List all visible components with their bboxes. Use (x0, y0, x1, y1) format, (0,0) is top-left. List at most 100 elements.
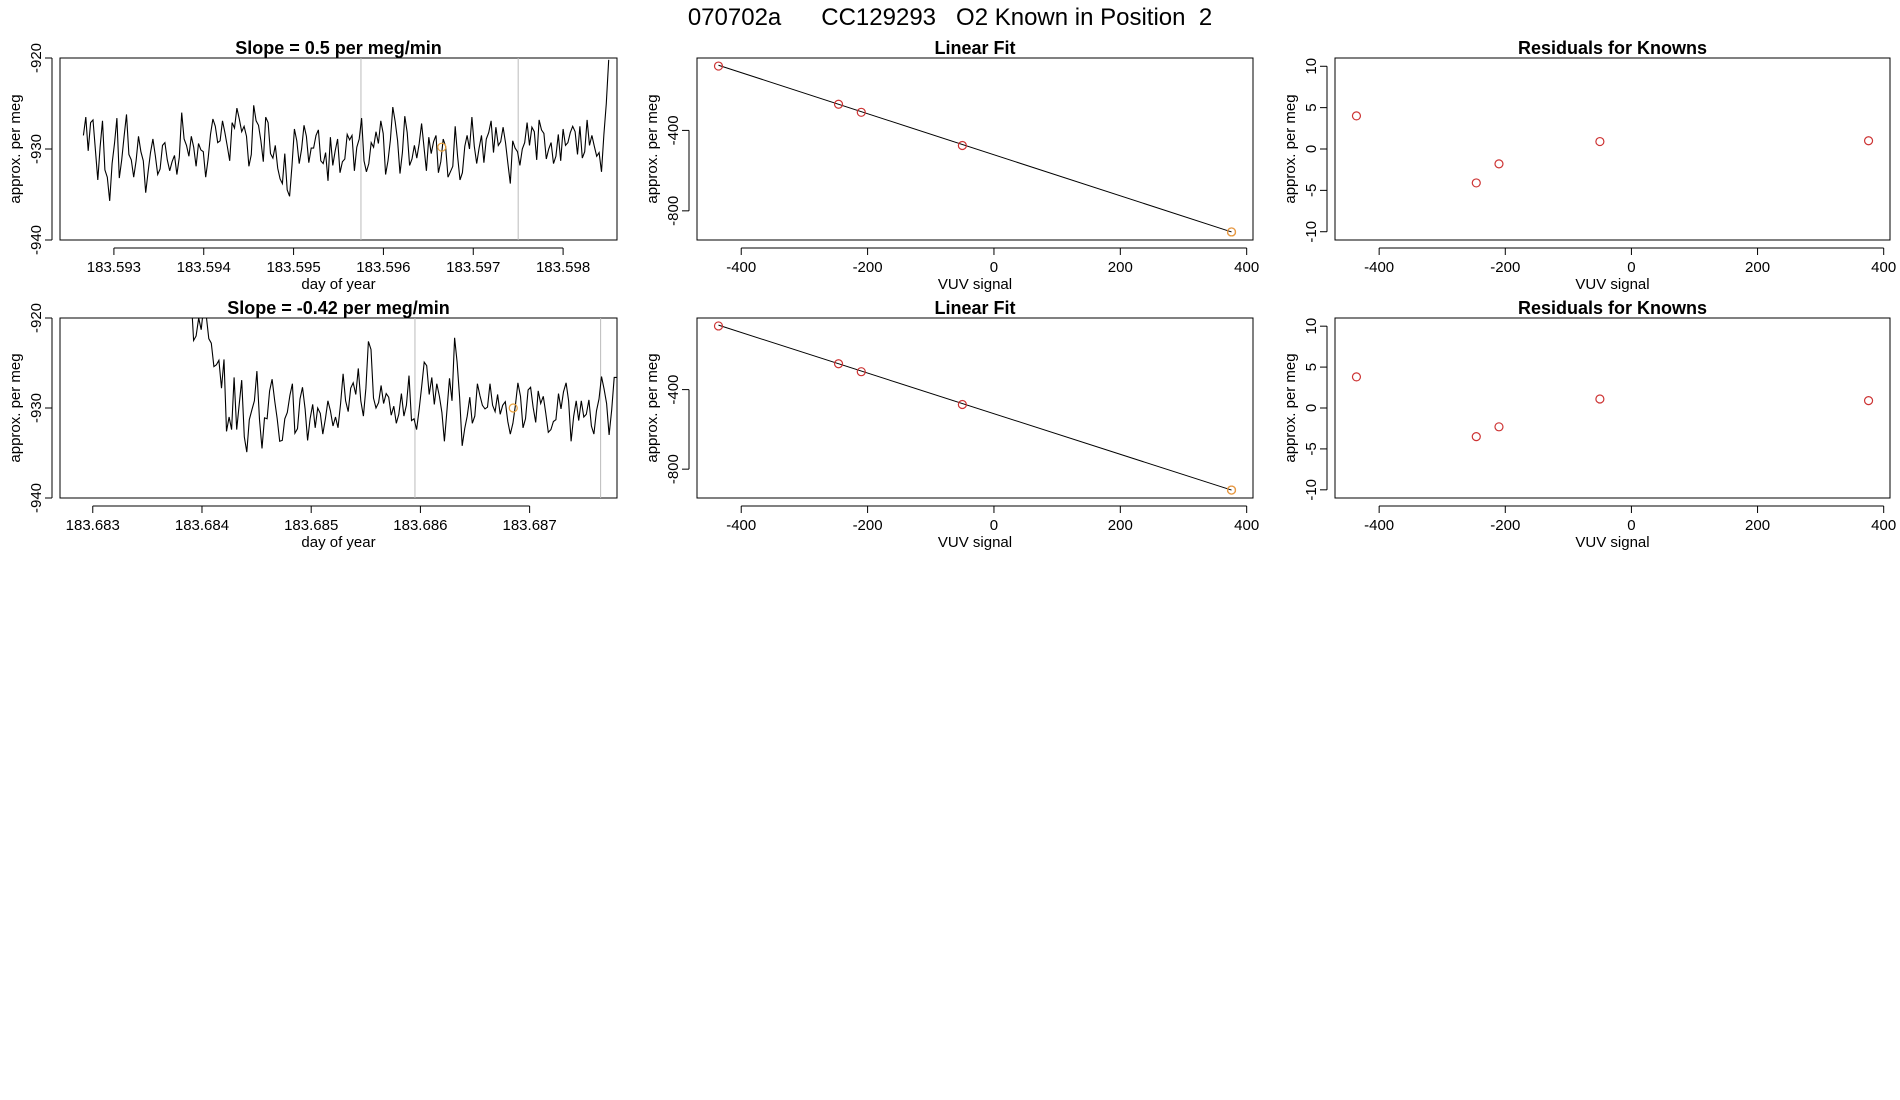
panel-5-title: Linear Fit (934, 298, 1015, 318)
panel-6-x-axis-label: VUV signal (1575, 534, 1649, 551)
panel-1-y-tick-label: -920 (28, 43, 45, 73)
panel-1-x-axis-label: day of year (301, 276, 375, 293)
panel-6-x-tick-label: -400 (1364, 517, 1394, 534)
panel-6-x-tick-label: 400 (1871, 517, 1896, 534)
panel-5-x-tick-label: -400 (726, 517, 756, 534)
panel-4-y-tick-label: -920 (28, 303, 45, 333)
panel-2-frame (696, 57, 1254, 241)
panel-6-frame (1334, 317, 1891, 499)
panel-2-plot-area (713, 61, 1237, 237)
panel-1-x-tick-label: 183.598 (536, 259, 590, 276)
panel-2-y-axis-label: approx. per meg (644, 94, 661, 203)
panel-1-frame (59, 57, 618, 241)
panel-2-x-tick-label: 0 (990, 259, 998, 276)
panel-6-known-point (1471, 432, 1481, 442)
panel-3-x-tick-label: 0 (1627, 259, 1635, 276)
panel-6-y-tick-label: 0 (1303, 404, 1320, 412)
panel-6-x-tick-label: 200 (1745, 517, 1770, 534)
panel-4-title: Slope = -0.42 per meg/min (227, 298, 450, 318)
panel-4-plot-area (191, 318, 617, 498)
panel-6-y-tick-label: 5 (1303, 363, 1320, 371)
panel-3-x-tick-label: 200 (1745, 259, 1770, 276)
panel-3-frame (1334, 57, 1891, 241)
panel-2-y-tick-label: -400 (665, 115, 682, 145)
panel-2-y-tick-label: -800 (665, 196, 682, 226)
panel-3-known-point (1863, 136, 1874, 146)
panel-3: Residuals for Knowns -400 -200 0 200 400 VUV s… (1282, 38, 1896, 293)
panel-6-x-tick-label: 0 (1627, 517, 1635, 534)
panel-4-frame (59, 317, 618, 499)
panel-5-fit-line (718, 324, 1232, 491)
panel-5-x-axis-label: VUV signal (938, 534, 1012, 551)
panel-3-plot-area (1351, 111, 1874, 188)
panel-5-x-tick-label: 0 (990, 517, 998, 534)
panel-3-x-tick-label: 400 (1871, 259, 1896, 276)
panel-2-x-tick-label: 200 (1108, 259, 1133, 276)
panel-2-known-point (957, 140, 967, 151)
panel-5-known-point (957, 399, 967, 410)
panel-6-known-point (1351, 372, 1362, 382)
page-title: 070702a CC129293 O2 Known in Position 2 (688, 4, 1212, 31)
panel-6-y-axis-label: approx. per meg (1282, 353, 1299, 462)
panel-3-y-tick-label: 10 (1303, 58, 1320, 75)
panel-3-y-tick-label: 5 (1303, 103, 1320, 111)
panel-2: Linear Fit -400 -200 0 200 400 VUV signal -800 -… (644, 38, 1259, 293)
panel-2-fit-line (718, 64, 1232, 233)
panel-4-sample-point (508, 403, 518, 413)
panel-2-x-axis-label: VUV signal (938, 276, 1012, 293)
panel-5-y-axis-label: approx. per meg (644, 353, 661, 462)
panel-1-y-tick-label: -940 (28, 225, 45, 255)
panel-6-y-tick-label: -10 (1303, 479, 1320, 501)
panel-2-x-tick-label: -400 (726, 259, 756, 276)
panel-5-known-point (713, 321, 724, 331)
plot-grid: Slope = 0.5 per meg/min 183.593 183.594 183… (7, 38, 1896, 551)
panel-4-x-tick-label: 183.685 (284, 517, 338, 534)
panel-3-known-point (1351, 111, 1362, 121)
panel-5-frame (696, 317, 1254, 499)
panel-2-x-tick-label: -200 (853, 259, 883, 276)
panel-3-known-point (1471, 178, 1481, 188)
panel-2-known-point (856, 107, 866, 117)
panel-5-x-tick-label: 400 (1234, 517, 1259, 534)
panel-6-y-tick-label: 10 (1303, 318, 1320, 335)
panel-1-x-tick-label: 183.597 (446, 259, 500, 276)
panel-3-y-tick-label: -5 (1303, 184, 1320, 197)
panel-3-x-axis-label: VUV signal (1575, 276, 1649, 293)
panel-5-known-point (833, 359, 844, 369)
panel-3-x-tick-label: -200 (1490, 259, 1520, 276)
panel-3-x-tick-label: -400 (1364, 259, 1394, 276)
panel-1-y-tick-label: -930 (28, 134, 45, 164)
panel-1-x-tick-label: 183.596 (356, 259, 410, 276)
panel-4-y-axis-label: approx. per meg (7, 353, 24, 462)
panel-4-y-tick-label: -930 (28, 393, 45, 423)
panel-5-sample-point (1226, 485, 1237, 495)
panel-5-x-tick-label: -200 (853, 517, 883, 534)
panel-6-known-point (1863, 396, 1874, 406)
panel-6-known-point (1595, 394, 1605, 404)
panel-1-x-tick-label: 183.595 (266, 259, 320, 276)
panel-6-y-tick-label: -5 (1303, 442, 1320, 455)
panel-1-title: Slope = 0.5 per meg/min (235, 38, 442, 58)
panel-4-x-tick-label: 183.686 (393, 517, 447, 534)
panel-1: Slope = 0.5 per meg/min 183.593 183.594 183… (7, 38, 618, 293)
panel-4-x-tick-label: 183.684 (175, 517, 229, 534)
panel-3-known-point (1494, 159, 1504, 169)
panel-4-x-tick-label: 183.687 (503, 517, 557, 534)
panel-2-known-point (833, 99, 844, 109)
panel-1-x-tick-label: 183.594 (177, 259, 231, 276)
panel-2-sample-point (1226, 227, 1237, 237)
panel-4-x-axis-label: day of year (301, 534, 375, 551)
panel-5-y-tick-label: -800 (665, 454, 682, 484)
panel-5-plot-area (713, 321, 1237, 495)
panel-6-x-tick-label: -200 (1490, 517, 1520, 534)
panel-2-known-point (713, 61, 724, 71)
panel-3-known-point (1595, 136, 1605, 147)
panel-5: Linear Fit -400 -200 0 200 400 VUV signal -800 -… (644, 298, 1259, 551)
panel-1-sample-point (437, 142, 447, 152)
panel-5-known-point (856, 367, 866, 377)
panel-2-x-tick-label: 400 (1234, 259, 1259, 276)
panel-3-title: Residuals for Knowns (1518, 38, 1707, 58)
panel-3-y-tick-label: -10 (1303, 221, 1320, 243)
panel-3-y-axis-label: approx. per meg (1282, 94, 1299, 203)
